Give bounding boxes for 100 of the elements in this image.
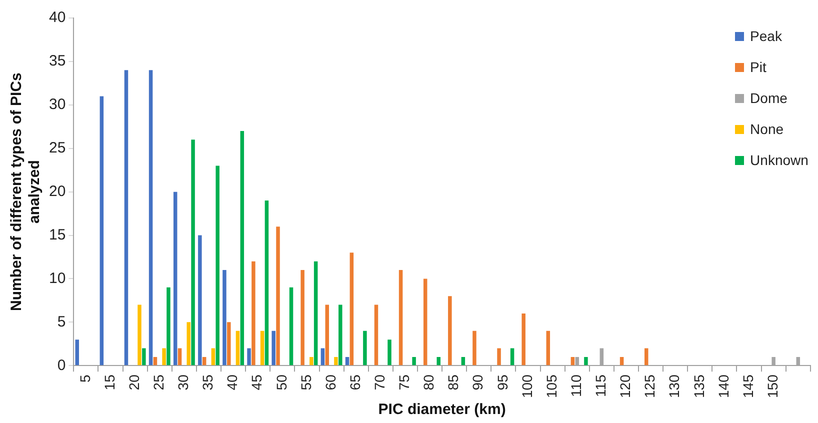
bar [345, 356, 350, 366]
bar [436, 356, 440, 366]
bar [314, 261, 318, 366]
y-tick-label: 15 [48, 226, 66, 244]
bar [584, 356, 588, 366]
x-tick-label: 140 [715, 374, 732, 398]
x-tick-label: 70 [372, 374, 388, 390]
bar [374, 304, 378, 366]
bar [222, 270, 226, 366]
bar [124, 70, 128, 366]
y-tick-label: 5 [57, 313, 66, 330]
bar [644, 348, 648, 366]
bar [363, 330, 367, 366]
legend-label: None [750, 121, 784, 137]
y-tick-label: 35 [48, 52, 66, 70]
bar [334, 356, 338, 366]
bar [211, 348, 216, 366]
bar [166, 287, 170, 366]
x-tick-label: 75 [396, 374, 412, 390]
bar [100, 96, 104, 366]
x-tick-label: 40 [224, 374, 240, 390]
x-tick-label: 20 [126, 374, 142, 390]
x-tick-label: 135 [690, 374, 707, 398]
bar [173, 192, 178, 366]
x-axis-title: PIC diameter (km) [378, 401, 506, 418]
y-tick-label: 0 [57, 356, 66, 374]
x-tick-label: 30 [175, 374, 192, 390]
x-tick-label: 110 [568, 374, 584, 397]
bar [75, 340, 79, 366]
x-tick-label: 130 [666, 374, 682, 398]
bar [497, 348, 501, 366]
bar [546, 330, 550, 366]
bar [620, 356, 624, 366]
bar [388, 340, 392, 366]
legend-label: Peak [750, 28, 782, 44]
bar [252, 261, 256, 366]
y-tick-label: 20 [48, 182, 66, 200]
x-tick-label: 125 [642, 374, 658, 398]
x-tick-label: 45 [248, 374, 265, 390]
legend-label: Pit [750, 59, 766, 75]
x-tick-label: 15 [101, 374, 118, 390]
x-tick-label: 65 [346, 374, 363, 390]
bar [412, 356, 416, 366]
bar [338, 304, 342, 366]
bar [522, 313, 526, 366]
bar [198, 235, 202, 366]
y-axis-title: Number of different types of PICs analyzed [8, 72, 44, 311]
x-tick-label: 105 [543, 374, 560, 398]
legend-label: Unknown [750, 152, 808, 168]
x-tick-label: 150 [764, 374, 780, 398]
x-tick-label: 35 [200, 374, 216, 390]
bar [142, 348, 146, 366]
x-tick-label: 5 [76, 374, 93, 382]
bar [320, 348, 325, 366]
bar [510, 348, 514, 366]
x-tick-label: 100 [518, 374, 535, 398]
bar [423, 278, 428, 366]
bar [216, 166, 220, 366]
bar [325, 304, 329, 366]
bar [472, 330, 476, 366]
x-tick-label: 50 [273, 374, 290, 390]
x-tick-label: 80 [420, 374, 437, 390]
x-tick-label: 115 [592, 374, 609, 397]
x-tick-label: 25 [150, 374, 166, 390]
bar [289, 287, 294, 366]
bar [240, 130, 244, 366]
bar [247, 348, 251, 366]
bar [138, 304, 142, 366]
x-tick-label: 120 [617, 374, 634, 398]
bar [202, 356, 206, 366]
bar [162, 348, 166, 366]
bar [260, 330, 264, 366]
legend-label: Dome [750, 90, 788, 106]
bar [227, 322, 231, 366]
bar [398, 270, 403, 366]
y-tick-label: 30 [48, 96, 66, 114]
x-tick-label: 145 [740, 374, 756, 398]
x-tick-label: 85 [445, 374, 462, 390]
bar [350, 252, 354, 366]
bar [236, 330, 240, 366]
bar [310, 356, 314, 366]
bar [191, 140, 195, 366]
bar [178, 348, 182, 366]
bar [461, 356, 466, 366]
y-tick-label: 10 [48, 270, 66, 287]
bar [300, 270, 304, 366]
bar [276, 226, 280, 366]
x-tick-label: 60 [322, 374, 338, 390]
bar [272, 330, 276, 366]
bar [153, 356, 158, 366]
bar [186, 322, 190, 366]
x-tick-label: 55 [298, 374, 314, 390]
y-tick-label: 40 [48, 9, 66, 26]
x-tick-label: 95 [494, 374, 510, 390]
bar [148, 70, 153, 366]
x-tick-label: 90 [470, 374, 486, 390]
bar [448, 296, 452, 366]
y-tick-label: 25 [48, 140, 66, 157]
bar [570, 356, 575, 366]
bar [264, 200, 269, 366]
